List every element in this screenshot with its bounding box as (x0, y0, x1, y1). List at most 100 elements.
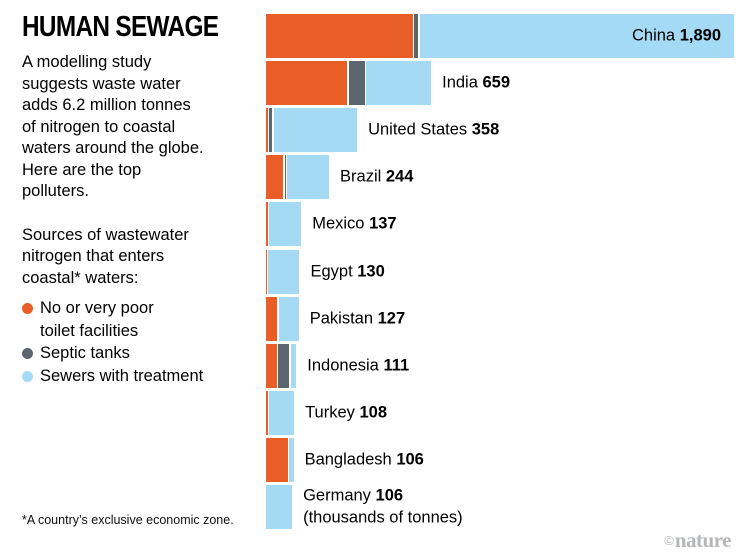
country-value: 106 (396, 450, 424, 469)
bar-label: Bangladesh 106 (305, 449, 424, 471)
bar-segment-no-toilet (266, 296, 278, 341)
legend-item: Sewers with treatment (22, 365, 258, 388)
stacked-bar (266, 249, 300, 294)
country-name: Germany (303, 486, 376, 505)
bar-chart: China 1,890 India 659 United States 358 Bra… (266, 14, 734, 534)
bar-segment-sewers-treatment (269, 202, 302, 247)
stacked-bar (266, 108, 358, 153)
stacked-bar (266, 202, 302, 247)
bar-segment-sewers-treatment (287, 155, 330, 200)
bar-label: Mexico 137 (312, 214, 396, 236)
bar-row-pakistan: Pakistan 127 (266, 296, 405, 341)
bar-segment-no-toilet (266, 437, 288, 482)
bar-row-turkey: Turkey 108 (266, 390, 387, 435)
country-value: 108 (359, 403, 387, 422)
bar-label: Turkey 108 (305, 402, 387, 424)
bar-segment-septic-tanks (269, 108, 273, 153)
page-title: HUMAN SEWAGE (22, 11, 219, 43)
country-name: Indonesia (307, 355, 384, 374)
country-value: 111 (383, 355, 410, 374)
bar-segment-no-toilet (266, 249, 267, 294)
bar-segment-sewers-treatment (268, 249, 300, 294)
copyright-icon: © (664, 533, 674, 548)
bar-segment-no-toilet (266, 61, 348, 106)
country-value: 659 (482, 73, 511, 92)
stacked-bar (266, 61, 432, 106)
country-value: 130 (357, 261, 385, 280)
stacked-bar (266, 437, 294, 482)
country-value: 1,890 (679, 26, 721, 45)
bar-label: China 1,890 (632, 25, 721, 47)
bar-label: Indonesia 111 (307, 355, 409, 377)
legend: No or very poor toilet facilities Septic … (22, 297, 258, 387)
footnote: *A country’s exclusive economic zone. (22, 513, 234, 527)
left-panel: HUMAN SEWAGE A modelling study suggests … (22, 10, 258, 387)
bar-row-indonesia: Indonesia 111 (266, 343, 409, 388)
bar-row-brazil: Brazil 244 (266, 155, 413, 200)
bar-label: United States 358 (368, 119, 499, 141)
bar-segment-septic-tanks (284, 155, 286, 200)
bar-label: India 659 (442, 72, 510, 94)
bar-label: Brazil 244 (340, 167, 413, 189)
country-name: Brazil (340, 167, 386, 186)
brand-wordmark: nature (674, 528, 732, 552)
country-name: Egypt (310, 261, 358, 280)
bar-segment-sewers-treatment (266, 485, 293, 529)
country-value: 358 (471, 120, 500, 139)
bar-row-egypt: Egypt 130 (266, 249, 385, 294)
bar-segment-sewers-treatment (290, 343, 297, 388)
bar-segment-sewers-treatment (269, 390, 295, 435)
bar-row-germany: Germany 106 (thousands of tonnes) (266, 485, 463, 529)
bar-segment-septic-tanks (348, 61, 365, 106)
stacked-bar (266, 155, 330, 200)
bar-row-bangladesh: Bangladesh 106 (266, 437, 424, 482)
country-value: 127 (377, 308, 406, 327)
country-value: 137 (369, 214, 397, 233)
legend-item: No or very poor toilet facilities (22, 297, 258, 342)
country-name: Mexico (312, 214, 370, 233)
country-name: United States (368, 120, 472, 139)
country-name: Turkey (305, 403, 360, 422)
stacked-bar (266, 390, 295, 435)
stacked-bar (266, 485, 293, 529)
country-name: China (632, 26, 680, 45)
bar-segment-sewers-treatment (278, 296, 299, 341)
bar-label: Germany 106 (thousands of tonnes) (303, 486, 463, 529)
country-name: India (442, 73, 483, 92)
intro-text: A modelling study suggests waste water a… (22, 53, 204, 200)
legend-item-label: Septic tanks (40, 344, 130, 362)
nature-watermark: © nature (664, 528, 731, 553)
bar-segment-septic-tanks (414, 14, 419, 58)
bar-segment-no-toilet (266, 202, 268, 247)
bar-segment-sewers-treatment (419, 14, 734, 58)
legend-dot-icon (22, 370, 33, 382)
legend-item: Septic tanks (22, 342, 258, 365)
bar-row-china: China 1,890 (266, 14, 734, 58)
country-value: 244 (385, 167, 414, 186)
bar-label: Pakistan 127 (310, 308, 405, 330)
bar-segment-no-toilet (266, 108, 268, 153)
country-name: Pakistan (309, 308, 378, 327)
legend-dot-icon (22, 348, 33, 359)
bar-row-mexico: Mexico 137 (266, 202, 397, 247)
stacked-bar (266, 296, 299, 341)
legend-dot-icon (22, 303, 33, 314)
country-name: Bangladesh (304, 450, 397, 469)
bar-segment-no-toilet (266, 343, 277, 388)
bar-segment-septic-tanks (278, 343, 290, 388)
bar-segment-no-toilet (266, 390, 268, 435)
legend-item-label: No or very poor toilet facilities (40, 299, 154, 340)
bar-row-india: India 659 (266, 61, 510, 106)
bar-row-united-states: United States 358 (266, 108, 499, 153)
legend-item-label: Sewers with treatment (40, 366, 204, 385)
bar-segment-sewers-treatment (366, 61, 432, 106)
bar-segment-sewers-treatment (273, 108, 358, 153)
bar-segment-no-toilet (266, 14, 413, 58)
stacked-bar (266, 343, 297, 388)
bar-segment-sewers-treatment (289, 437, 294, 482)
stacked-bar (266, 14, 734, 58)
bar-segment-no-toilet (266, 155, 284, 200)
legend-heading: Sources of wastewater nitrogen that ente… (22, 225, 189, 287)
country-value: 106 (375, 486, 404, 505)
